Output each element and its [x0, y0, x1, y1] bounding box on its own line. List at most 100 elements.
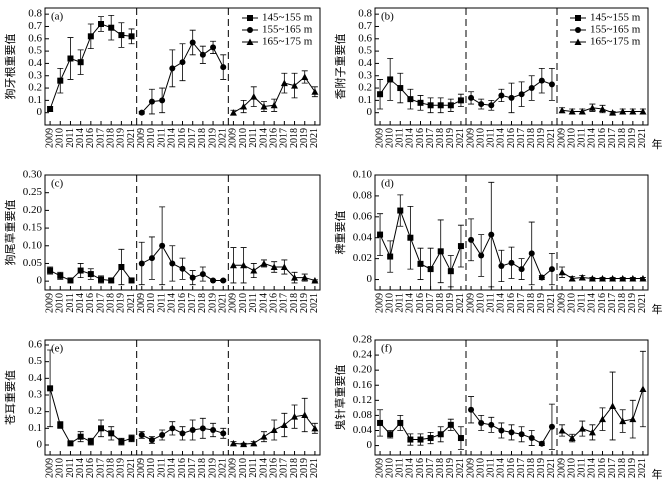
x-tick-label: 2021	[455, 128, 466, 148]
x-tick-label: 2009	[465, 458, 476, 478]
x-tick-label: 2010	[238, 458, 249, 478]
marker	[199, 51, 206, 58]
marker	[118, 264, 125, 270]
marker	[77, 267, 84, 274]
marker	[138, 432, 145, 438]
legend-label: 165~175 m	[262, 36, 313, 48]
marker	[387, 76, 394, 83]
x-tick-label: 2016	[597, 293, 608, 313]
marker	[260, 259, 268, 267]
x-tick-label: 2016	[506, 458, 517, 478]
marker	[280, 79, 288, 87]
x-tick-label: 2019	[207, 458, 218, 478]
marker	[128, 33, 135, 40]
marker	[260, 433, 268, 440]
marker	[447, 268, 454, 275]
x-tick-label: 2021	[309, 293, 320, 313]
y-tick-label: 0.1	[28, 94, 42, 106]
y-tick-label: 0.1	[28, 422, 42, 434]
marker	[291, 413, 299, 420]
y-tick-label: 0.8	[28, 8, 42, 20]
marker	[457, 435, 464, 442]
marker	[260, 103, 268, 110]
marker	[397, 419, 404, 426]
y-tick-label: 0.6	[358, 32, 372, 44]
y-axis-label: 稗重要值	[333, 211, 347, 255]
x-tick-label: 2018	[106, 293, 117, 313]
x-tick-label: 2011	[486, 293, 497, 313]
y-tick-label: 0.6	[28, 32, 42, 44]
x-tick-label: 2018	[106, 128, 117, 148]
y-tick-label: 0.1	[358, 94, 372, 106]
panel-label: (a)	[51, 11, 64, 23]
marker	[280, 421, 288, 428]
x-tick-label: 2011	[395, 293, 406, 313]
x-tick-label: 2018	[197, 458, 208, 478]
x-tick-label: 2019	[536, 128, 547, 148]
x-tick-label: 2014	[75, 128, 86, 148]
x-tick-label: 2011	[577, 293, 588, 313]
marker	[609, 402, 617, 409]
panel-label: (d)	[381, 178, 394, 190]
marker	[558, 268, 566, 276]
x-tick-label: 2016	[268, 128, 279, 148]
x-tick-label: 2011	[486, 458, 497, 478]
marker	[377, 231, 384, 238]
marker	[575, 15, 581, 21]
marker	[468, 406, 475, 413]
x-tick-label: 2017	[516, 128, 527, 148]
x-tick-label: 2019	[536, 458, 547, 478]
marker	[229, 109, 237, 116]
marker	[387, 431, 394, 438]
series-line	[49, 388, 132, 445]
x-tick-label: 2021	[126, 458, 137, 478]
marker	[169, 425, 176, 432]
marker	[599, 415, 606, 423]
x-tick-label: 2014	[167, 128, 178, 148]
x-tick-label: 2009	[374, 128, 385, 148]
x-tick-label: 2014	[587, 458, 598, 478]
x-tick-label: 2018	[435, 458, 446, 478]
y-tick-label: 0.15	[23, 222, 43, 234]
marker	[578, 273, 586, 281]
x-tick-label: 2016	[268, 293, 279, 313]
marker	[189, 427, 196, 433]
x-tick-label: 2017	[425, 293, 436, 313]
marker	[210, 44, 217, 51]
y-tick-label: 0.30	[23, 169, 43, 181]
x-tick-label: 2009	[228, 128, 239, 148]
marker	[568, 434, 576, 442]
x-tick-label: 2010	[475, 128, 486, 148]
marker	[437, 102, 444, 109]
x-tick-label: 2018	[289, 458, 300, 478]
marker	[588, 104, 596, 111]
x-tick-label: 2017	[187, 128, 198, 148]
x-tick-label: 2011	[248, 458, 259, 478]
panel-label: (e)	[51, 343, 64, 355]
marker	[311, 424, 319, 432]
x-tick-label: 2010	[238, 293, 249, 313]
y-tick-label: 0.7	[28, 20, 42, 32]
x-tick-label: 2011	[248, 128, 259, 148]
marker	[199, 425, 206, 432]
x-tick-label: 2016	[177, 458, 188, 478]
marker	[508, 259, 515, 266]
x-tick-label: 2019	[627, 293, 638, 313]
x-tick-label: 2017	[95, 293, 106, 313]
marker	[67, 55, 74, 62]
marker	[169, 260, 176, 267]
y-tick-label: 0.7	[358, 20, 372, 32]
marker	[189, 39, 196, 46]
y-tick-label: 0.5	[358, 45, 372, 57]
marker	[250, 93, 258, 100]
marker	[457, 97, 464, 104]
marker	[301, 411, 309, 418]
x-tick-label: 2010	[146, 293, 157, 313]
y-axis-label: 香附子重要值	[333, 34, 347, 100]
x-tick-label: 2011	[65, 458, 76, 478]
x-tick-label: 2009	[556, 293, 567, 313]
